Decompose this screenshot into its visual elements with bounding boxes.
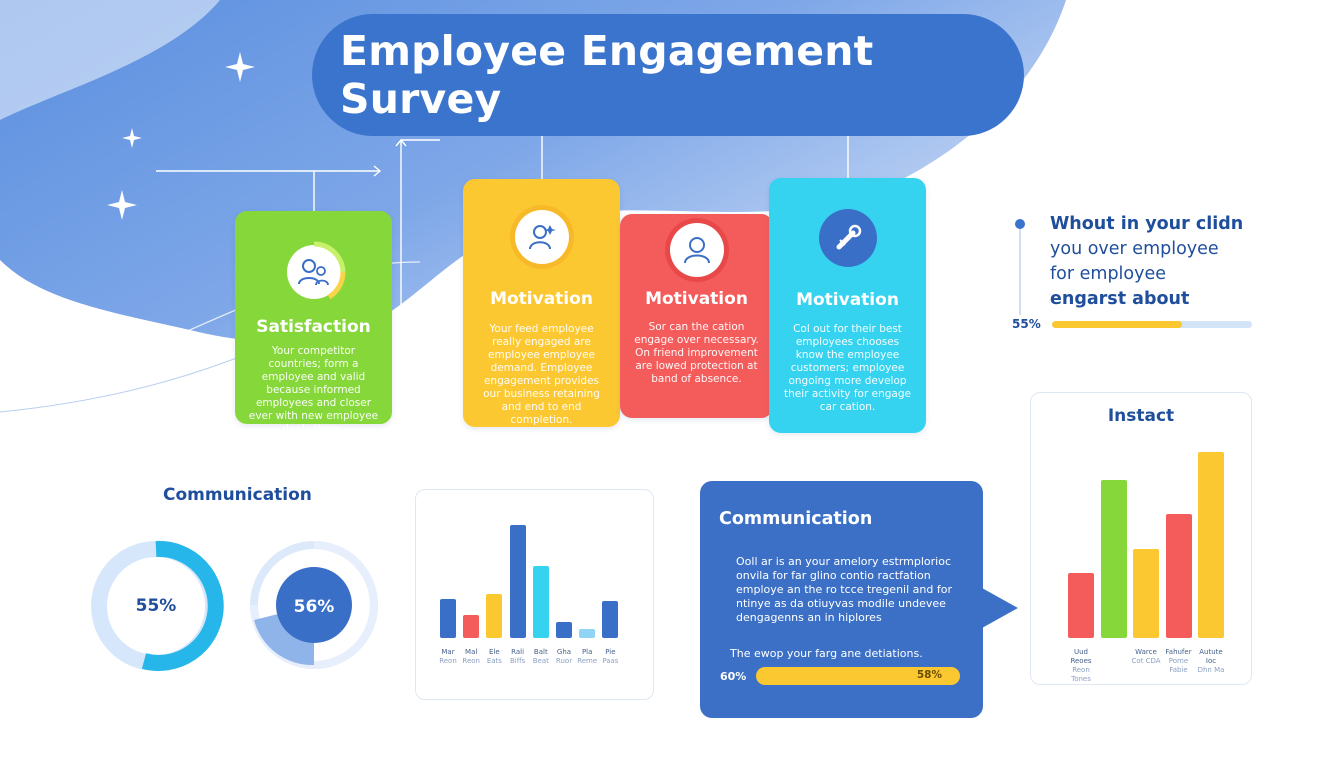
sparkle-icon [107, 52, 255, 220]
side-percent-label: 55% [1012, 317, 1041, 331]
chart-bar [463, 615, 480, 638]
tick-label: Gha Ruor [553, 648, 575, 666]
tick-label-main: Pie [605, 648, 616, 656]
tick-label: Warce Cot CDA [1130, 648, 1162, 666]
card-motivation-1: Motivation Your feed employee really eng… [463, 179, 620, 427]
card-body: Your competitor countries; form a employ… [248, 345, 379, 435]
chart-bar [486, 594, 503, 638]
tick-label-main: Mal [465, 648, 478, 656]
tick-label: Mal Reon [460, 648, 482, 666]
tick-label: Mar Reon [437, 648, 459, 666]
card-body: Your feed employee really engaged are em… [483, 323, 600, 426]
card-title: Motivation [645, 289, 748, 309]
donut-arc-1 [141, 540, 224, 671]
panel-body: Ooll ar is an your amelory estrmplorioc … [736, 555, 952, 624]
donut-chart-1 [91, 540, 224, 671]
donut-chart-2 [250, 541, 379, 670]
chart-bar [1133, 549, 1159, 638]
bar-chart-instact: Uud Reoes Reon Tones Warce Cot CDA Fahufer Po… [1030, 392, 1252, 685]
donut-label: 56% [293, 597, 335, 617]
chart-bar [532, 566, 549, 638]
connector-lines [156, 136, 849, 400]
people-icon [286, 245, 341, 299]
chart-bar [1165, 513, 1192, 638]
background-blob-light [0, 0, 220, 120]
panel-progress-bar: 58% [756, 667, 960, 685]
side-text-line: you over employee [1050, 239, 1219, 259]
card-body: Col out for their best employees chooses… [784, 323, 911, 413]
donut-label: 55% [135, 596, 177, 616]
tick-label-sub: Reon [462, 657, 480, 665]
tick-label-main: Autute Ioc [1199, 648, 1223, 665]
tick-label-sub: Dhn Ma [1197, 666, 1225, 674]
communication-panel: Communication Ooll ar is an your amelory… [700, 481, 983, 718]
tick-label: Autute Ioc Dhn Ma [1195, 648, 1227, 675]
card-title: Motivation [796, 290, 899, 310]
tick-label-sub: Reme [577, 657, 598, 665]
tick-label-main: Mar [441, 648, 455, 656]
communication-title: Communication [163, 485, 312, 505]
side-connector-dot [1015, 219, 1025, 229]
tick-label: Fahufer Pome Fabie [1163, 648, 1195, 675]
progress-ring [313, 241, 346, 300]
chart-title: Instact [1107, 406, 1175, 426]
tick-label-sub: Paas [602, 657, 619, 665]
tick-label: Rali Biffs [507, 648, 529, 666]
side-text-line: Whout in your clidn [1050, 214, 1244, 234]
tick-label-main: Pla [581, 648, 593, 656]
tick-label-main: Rali [511, 648, 525, 656]
panel-pointer [982, 588, 1018, 628]
chart-bar [509, 524, 526, 638]
tick-label-main: Warce [1135, 648, 1157, 656]
panel-title: Communication [719, 509, 873, 529]
side-progress-fill [1052, 321, 1182, 328]
page-title: Employee Engagement Survey [340, 27, 874, 123]
chart-bar [1100, 480, 1127, 638]
bar-chart-middle: Mar Reon Mal Reon Ele Eats Rali Biffs Balt Beat Gh… [415, 489, 654, 700]
tick-label-sub: Beat [532, 657, 549, 665]
card-motivation-2: Motivation Sor can the cation engage ove… [620, 214, 773, 418]
tick-label-main: Gha [556, 648, 572, 656]
tick-label-main: Fahufer [1165, 648, 1192, 656]
tick-label: Ele Eats [483, 648, 505, 666]
panel-hint: The ewop your farg ane detiations. [730, 647, 923, 660]
wrench-icon [818, 209, 877, 267]
tick-label-sub: Reon [439, 657, 457, 665]
side-text-line: for employee [1050, 264, 1167, 284]
tick-label-sub: Ruor [555, 657, 573, 665]
tick-label-sub: Eats [486, 657, 502, 665]
card-title: Satisfaction [256, 317, 371, 337]
card-body: Sor can the cation engage over necessary… [634, 321, 759, 385]
chart-bar [556, 621, 572, 638]
panel-percent-right: 58% [916, 669, 942, 681]
tick-label-main: Ele [489, 648, 500, 656]
panel-percent-left: 60% [720, 670, 747, 683]
tick-label: Uud Reoes Reon Tones [1065, 648, 1097, 684]
side-text-line: engarst about [1050, 289, 1190, 309]
tick-label-sub: Reon Tones [1071, 666, 1091, 683]
tick-label-sub: Cot CDA [1131, 657, 1161, 665]
card-title: Motivation [490, 289, 593, 309]
card-satisfaction: Satisfaction Your competitor countries; … [235, 211, 392, 435]
tick-label: Pie Paas [599, 648, 621, 666]
chart-bar [602, 600, 619, 638]
person-spark-icon [669, 223, 724, 277]
tick-label-sub: Pome Fabie [1168, 657, 1189, 674]
title-banner: Employee Engagement Survey [312, 14, 1024, 136]
tick-label-sub: Biffs [509, 657, 526, 665]
person-spark-icon [514, 210, 569, 264]
chart-bar [1068, 573, 1094, 638]
card-motivation-3: Motivation Col out for their best employ… [769, 178, 926, 433]
tick-label-main: Uud Reoes [1070, 648, 1092, 665]
tick-label-main: Balt [533, 648, 548, 656]
chart-bar [579, 629, 596, 638]
chart-bar [1198, 452, 1224, 638]
tick-label: Balt Beat [530, 648, 552, 666]
tick-label: Pla Reme [576, 648, 598, 666]
chart-bar [440, 598, 456, 638]
side-text-block: Whout in your clidn you over employee fo… [1050, 212, 1280, 312]
